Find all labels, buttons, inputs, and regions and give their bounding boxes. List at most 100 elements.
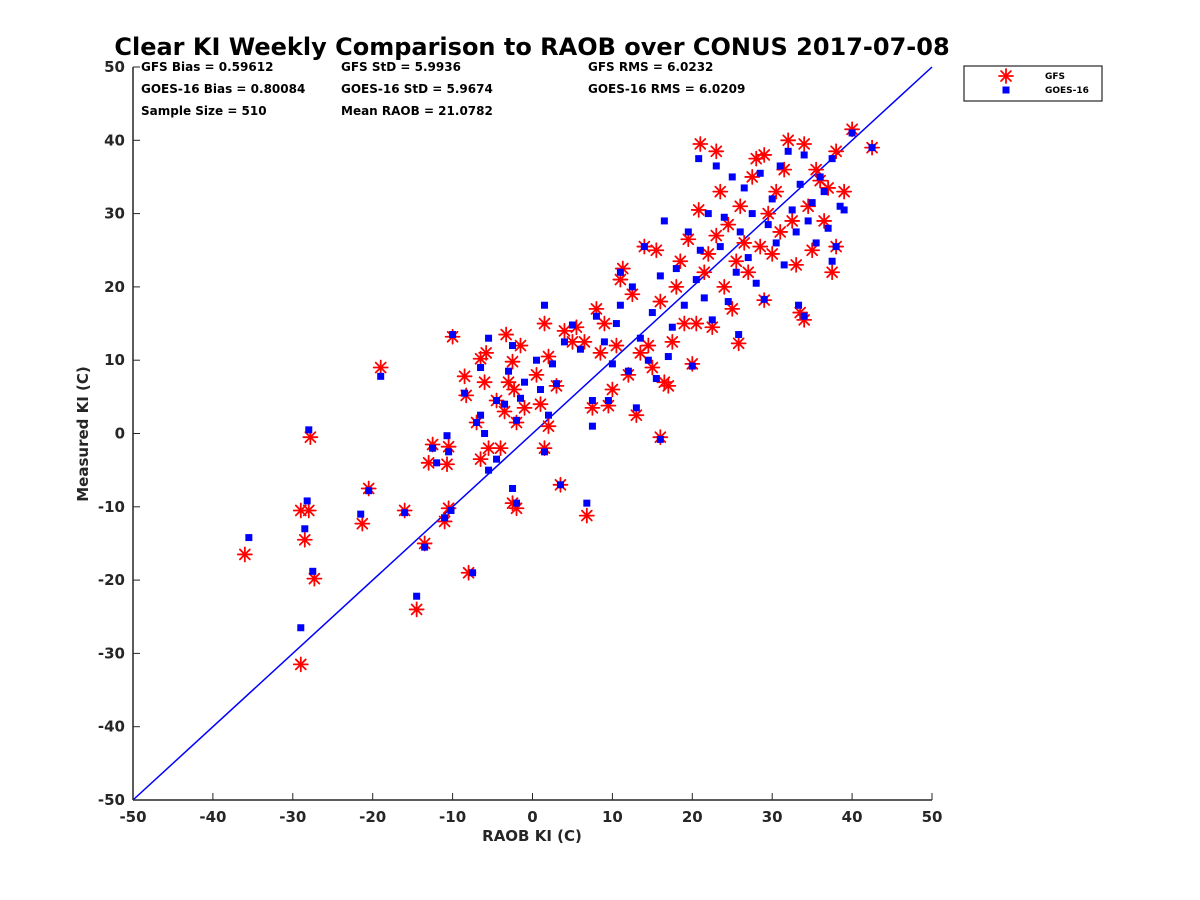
- y-tick-label: -20: [98, 571, 125, 589]
- goes16-point: [481, 430, 489, 437]
- goes16-point: [832, 243, 840, 251]
- y-tick-label: -30: [98, 644, 125, 662]
- goes16-point: [628, 283, 636, 291]
- goes16-point: [684, 228, 692, 236]
- goes16-point: [477, 411, 485, 419]
- goes16-point: [720, 213, 728, 221]
- goes16-point: [756, 169, 764, 177]
- goes16-point: [780, 261, 788, 269]
- goes16-point: [445, 448, 453, 456]
- gfs-point: [688, 315, 705, 332]
- gfs-point: [724, 300, 741, 317]
- gfs-point: [596, 315, 613, 332]
- goes16-point: [303, 497, 311, 505]
- gfs-point: [652, 293, 669, 310]
- goes16-point: [656, 435, 664, 443]
- gfs-point: [540, 348, 557, 365]
- goes16-point: [365, 487, 373, 495]
- gfs-point: [648, 242, 665, 259]
- goes16-point: [640, 243, 648, 251]
- stat-goes-bias: GOES-16 Bias = 0.80084: [141, 82, 305, 96]
- gfs-point: [644, 359, 661, 376]
- goes16-point: [413, 592, 421, 600]
- goes16-point: [517, 394, 525, 402]
- gfs-point: [604, 381, 621, 398]
- goes16-point: [532, 356, 540, 364]
- goes16-point: [664, 353, 672, 361]
- goes16-point: [784, 147, 792, 155]
- goes16-point: [536, 386, 544, 394]
- goes16-point: [828, 257, 836, 265]
- gfs-point: [760, 205, 777, 222]
- goes16-point: [357, 510, 365, 518]
- goes16-point: [808, 199, 816, 207]
- gfs-point: [372, 359, 389, 376]
- goes16-point: [820, 188, 828, 196]
- gfs-point: [660, 377, 677, 394]
- goes16-point: [501, 400, 509, 408]
- x-tick-label: -50: [119, 808, 146, 826]
- goes16-point: [505, 367, 513, 375]
- goes16-point: [700, 294, 708, 302]
- gfs-point: [836, 183, 853, 200]
- goes16-point: [429, 444, 437, 452]
- goes16-point: [245, 534, 253, 542]
- one-to-one-line: [132, 66, 933, 801]
- goes16-point: [297, 624, 305, 632]
- legend: GFS GOES-16: [963, 65, 1103, 102]
- gfs-point: [730, 335, 747, 352]
- gfs-point: [492, 440, 509, 457]
- goes16-point: [800, 151, 808, 159]
- goes16-point: [592, 312, 600, 320]
- goes16-point: [588, 397, 596, 405]
- goes16-point: [772, 239, 780, 247]
- goes16-point: [795, 301, 803, 309]
- goes16-point: [560, 338, 568, 346]
- goes16-point: [768, 195, 776, 203]
- goes16-point: [840, 206, 848, 214]
- goes16-point: [513, 416, 521, 424]
- gfs-point: [740, 264, 757, 281]
- gfs-point: [236, 546, 253, 563]
- goes16-point: [648, 309, 656, 317]
- goes16-point: [449, 331, 457, 339]
- goes16-point: [804, 217, 812, 225]
- y-tick-label: -10: [98, 498, 125, 516]
- goes16-point: [704, 210, 712, 218]
- stats-panel: GFS Bias = 0.59612 GOES-16 Bias = 0.8008…: [141, 60, 745, 118]
- x-tick-label: 20: [682, 808, 703, 826]
- gfs-point: [690, 202, 707, 218]
- goes16-point: [744, 254, 752, 262]
- gfs-point: [292, 656, 309, 673]
- gfs-point: [804, 242, 821, 259]
- stat-goes-rms: GOES-16 RMS = 6.0209: [588, 82, 745, 96]
- gfs-point: [516, 399, 533, 416]
- goes16-point: [540, 448, 548, 456]
- stat-goes-std: GOES-16 StD = 5.9674: [341, 82, 493, 96]
- x-tick-label: 10: [602, 808, 623, 826]
- goes16-point: [708, 316, 716, 324]
- gfs-point: [472, 451, 489, 468]
- goes16-point: [668, 323, 676, 331]
- goes16-point: [760, 295, 768, 303]
- x-tick-label: -10: [439, 808, 466, 826]
- goes16-point: [485, 466, 493, 474]
- legend-gfs-asterisk: [998, 68, 1014, 84]
- reference-line-layer: [132, 66, 933, 801]
- goes16-point: [740, 184, 748, 192]
- gfs-point: [692, 136, 709, 152]
- gfs-point: [512, 337, 529, 354]
- goes16-point: [513, 499, 521, 507]
- goes16-point: [588, 422, 596, 430]
- x-tick-label: 50: [922, 808, 943, 826]
- gfs-point: [712, 183, 729, 200]
- gfs-point: [672, 253, 689, 270]
- legend-goes16-square: [1002, 86, 1010, 94]
- goes16-series: [245, 129, 876, 632]
- gfs-point: [504, 353, 521, 370]
- goes16-point: [728, 173, 736, 181]
- gfs-point: [528, 366, 545, 383]
- gfs-point: [476, 374, 493, 391]
- goes16-point: [688, 362, 696, 370]
